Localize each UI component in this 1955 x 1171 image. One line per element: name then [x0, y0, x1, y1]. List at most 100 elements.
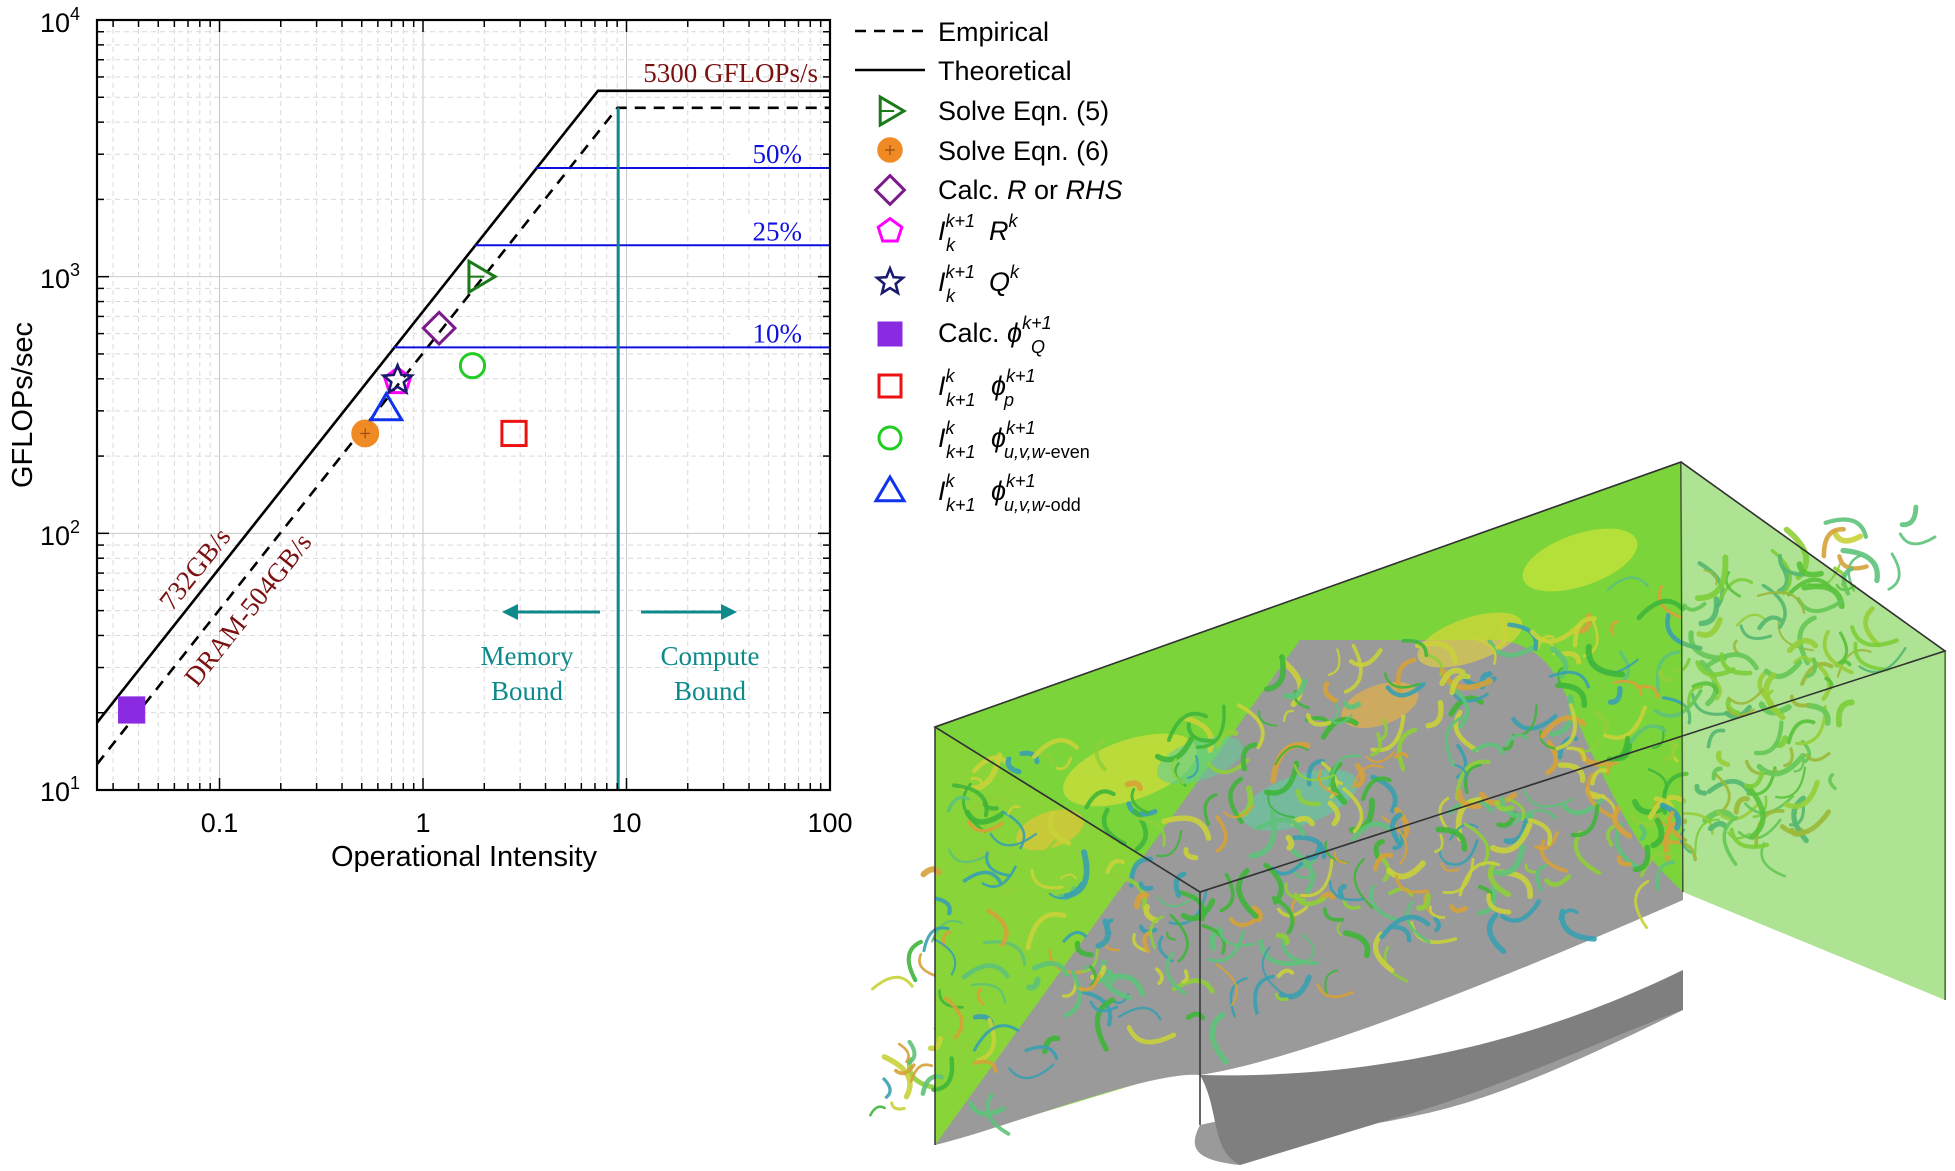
vortex-tube [1203, 793, 1218, 826]
vortex-tube [931, 1056, 955, 1092]
vortex-tube [1108, 873, 1147, 910]
compute-bound-line1: Compute [661, 641, 760, 671]
vortex-tube [1025, 911, 1067, 951]
vortex-tube [1433, 916, 1442, 933]
vortex-tube [1548, 670, 1590, 689]
vortex-tube [1440, 862, 1460, 872]
legend-marker-interpP [877, 373, 903, 399]
vortex-tube [1545, 739, 1559, 776]
vortex-tube [1088, 964, 1098, 987]
vortex-tube [1283, 678, 1308, 700]
vortex-tube [1647, 768, 1668, 795]
legend-label: Ik+1 k Rk [938, 211, 1019, 255]
x-tick-label: 100 [807, 808, 852, 838]
vortex-tube [1255, 817, 1306, 837]
vortex-tube [1449, 904, 1468, 914]
vortex-tube [1118, 1006, 1162, 1021]
vortex-tube [1428, 905, 1446, 919]
vortex-tube [1499, 898, 1542, 923]
vortex-tube [1000, 810, 1026, 850]
vortex-tube [1327, 754, 1361, 788]
vortex-tube [1316, 983, 1354, 999]
legend-marker-solve5 [878, 94, 907, 128]
vortex-tube [944, 996, 964, 1040]
vortex-tube [1898, 532, 1937, 546]
vortex-tube [1487, 861, 1512, 898]
vortex-tube [1390, 812, 1403, 845]
vortex-tube [1486, 893, 1512, 915]
vortex-tube [932, 938, 957, 976]
peak-label: 5300 GFLOPs/s [643, 58, 818, 88]
marker-interpP [500, 419, 528, 448]
vortex-tube [976, 1017, 997, 1063]
data-markers [118, 258, 528, 724]
vortex-tube [1322, 681, 1339, 704]
vortex-tube [952, 783, 989, 818]
vortex-tube [1327, 648, 1341, 676]
vortex-tube [894, 1063, 916, 1076]
vortex-tube [1031, 961, 1069, 978]
vortex-tube [1658, 669, 1674, 683]
vortex-tube [1821, 526, 1846, 559]
vortex-tube [1062, 930, 1088, 943]
vortex-tube [934, 896, 952, 916]
vortex-tube [1438, 796, 1450, 831]
vortex-tube [1499, 796, 1535, 819]
vortex-tube [963, 795, 1017, 817]
vortex-tube [1173, 871, 1187, 898]
arrow-left-icon [502, 604, 518, 620]
memory-bound-line2: Bound [491, 676, 564, 706]
marker-interpEven [458, 352, 487, 380]
vortex-tube [1209, 1011, 1229, 1065]
legend-label: Ik k+1 ϕk+1 u,v,w-odd [938, 471, 1081, 515]
vortex-tube [1134, 892, 1150, 910]
y-tick-label: 102 [40, 517, 80, 551]
vortex-tube [1887, 552, 1901, 591]
vortex-tube [1463, 763, 1482, 795]
vortex-tube [1094, 997, 1116, 1052]
vortex-tube [1155, 830, 1183, 858]
vortex-tube [1650, 817, 1665, 849]
vortex-tube [897, 1042, 910, 1064]
vortex-tube [1463, 822, 1490, 867]
vortex-tube [1155, 967, 1164, 985]
vortex-tube [1590, 768, 1608, 786]
vortex-tube [1373, 931, 1395, 973]
vortex-tube [1138, 924, 1158, 935]
vortex-tube [964, 809, 1004, 825]
vortex-tube [1544, 874, 1571, 887]
vortex-tube [1383, 672, 1421, 689]
axis-ticks [97, 19, 830, 791]
vortex-tube [1494, 800, 1515, 812]
vortex-tube [1522, 789, 1574, 808]
vortex-tube [1655, 650, 1681, 693]
vortex-tube [922, 926, 950, 953]
vortex-tube [1042, 1035, 1061, 1055]
vortex-tube [1559, 650, 1582, 665]
vortex-tube [1639, 851, 1675, 878]
vortex-tube [1185, 1011, 1206, 1021]
vortex-tube [1435, 826, 1468, 852]
marker-restrictQ [380, 361, 416, 396]
vortex-tube [906, 939, 923, 983]
vortex-tube [1445, 839, 1479, 866]
vortex-tube [1504, 733, 1529, 746]
vortex-tube [1405, 900, 1431, 944]
y-tick-label: 104 [40, 4, 80, 38]
vortex-tube [1343, 643, 1363, 694]
compute-bound-annotation: Compute Bound [641, 604, 760, 706]
vortex-tube [1395, 657, 1417, 698]
vortex-tube [920, 866, 942, 878]
vortex-tube [1253, 974, 1275, 1015]
vortex-tube [1104, 887, 1121, 902]
x-tick-label: 10 [611, 808, 641, 838]
vortex-tube [1024, 1045, 1059, 1061]
vortex-tube [1636, 598, 1686, 621]
vortex-tube [1449, 673, 1471, 696]
vortex-tube [1559, 908, 1597, 942]
vortex-tube [1659, 802, 1682, 831]
vortex-tube [1011, 779, 1023, 800]
vortex-tube [1492, 844, 1526, 877]
legend-marker-interpEven [877, 425, 903, 451]
vortex-tube [1613, 679, 1643, 696]
